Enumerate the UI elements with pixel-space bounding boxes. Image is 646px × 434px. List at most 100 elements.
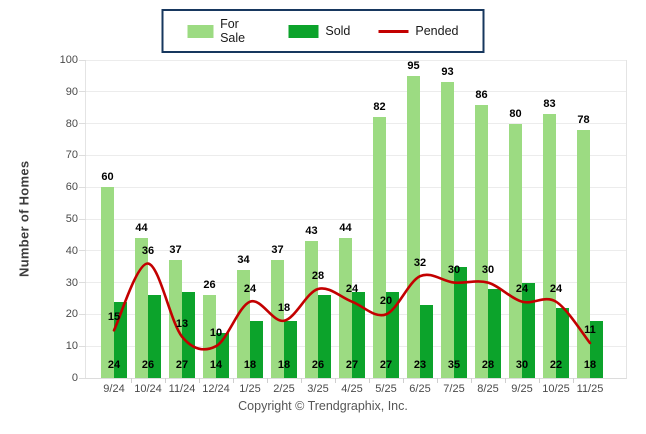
sold-value-label: 24 bbox=[107, 359, 121, 371]
pended-value-label: 10 bbox=[209, 327, 223, 340]
y-tick-label: 40 bbox=[65, 244, 78, 257]
y-tick-mark bbox=[79, 282, 86, 284]
gridline bbox=[86, 91, 626, 93]
x-tick-mark bbox=[335, 378, 336, 383]
x-tick-label: 11/24 bbox=[168, 383, 196, 395]
legend-line-swatch bbox=[378, 29, 409, 33]
x-tick-label: 2/25 bbox=[273, 383, 295, 395]
x-tick-label: 1/25 bbox=[239, 383, 261, 395]
sold-value-label: 18 bbox=[277, 359, 291, 371]
sold-value-label: 30 bbox=[515, 359, 529, 371]
bar-for-sale bbox=[339, 238, 352, 378]
sold-value-label: 35 bbox=[447, 359, 461, 371]
sold-value-label: 26 bbox=[311, 359, 325, 371]
gridline bbox=[86, 154, 626, 156]
copyright-text: Copyright © Trendgraphix, Inc. bbox=[238, 399, 408, 413]
gridline bbox=[86, 250, 626, 252]
pended-value-label: 11 bbox=[584, 324, 596, 337]
x-tick-label: 5/25 bbox=[375, 383, 397, 395]
x-tick-mark bbox=[301, 378, 302, 383]
pended-value-label: 24 bbox=[243, 282, 257, 295]
x-tick-label: 10/25 bbox=[542, 383, 570, 395]
sold-value-label: 26 bbox=[141, 359, 155, 371]
pended-value-label: 15 bbox=[107, 311, 121, 324]
x-tick-mark bbox=[573, 378, 574, 383]
bar-for-sale bbox=[475, 104, 488, 378]
x-tick-mark bbox=[437, 378, 438, 383]
bar-for-sale bbox=[509, 123, 522, 378]
y-tick-label: 10 bbox=[65, 340, 78, 353]
for-sale-value-label: 86 bbox=[475, 88, 488, 101]
y-tick-mark bbox=[79, 377, 86, 379]
x-tick-mark bbox=[267, 378, 268, 383]
sold-value-label: 28 bbox=[481, 359, 495, 371]
y-tick-label: 30 bbox=[65, 276, 78, 289]
legend-label: Pended bbox=[415, 24, 459, 38]
for-sale-value-label: 37 bbox=[169, 244, 182, 257]
for-sale-value-label: 93 bbox=[441, 66, 454, 79]
bar-for-sale bbox=[373, 117, 386, 378]
x-tick-label: 7/25 bbox=[443, 383, 465, 395]
sold-value-label: 18 bbox=[583, 359, 597, 371]
bar-for-sale bbox=[577, 129, 590, 378]
for-sale-value-label: 26 bbox=[203, 279, 216, 292]
sold-value-label: 18 bbox=[243, 359, 257, 371]
x-tick-mark bbox=[199, 378, 200, 383]
for-sale-value-label: 44 bbox=[135, 222, 148, 235]
bar-sold bbox=[216, 333, 229, 378]
legend-label: Sold bbox=[325, 24, 351, 38]
x-tick-mark bbox=[165, 378, 166, 383]
sold-value-label: 27 bbox=[379, 359, 393, 371]
legend-item-for-sale: For Sale bbox=[187, 17, 261, 45]
y-tick-label: 50 bbox=[65, 213, 78, 225]
y-tick-mark bbox=[79, 59, 86, 61]
bar-for-sale bbox=[441, 82, 454, 378]
x-tick-mark bbox=[403, 378, 404, 383]
y-tick-mark bbox=[79, 218, 86, 220]
for-sale-value-label: 34 bbox=[237, 253, 250, 266]
legend-label: For Sale bbox=[220, 17, 246, 45]
for-sale-value-label: 37 bbox=[271, 244, 284, 257]
for-sale-value-label: 44 bbox=[339, 222, 352, 235]
pended-value-label: 24 bbox=[549, 282, 563, 295]
pended-value-label: 32 bbox=[413, 257, 427, 270]
x-tick-mark bbox=[505, 378, 506, 383]
x-tick-label: 11/25 bbox=[576, 383, 604, 395]
x-tick-label: 12/24 bbox=[202, 383, 230, 395]
y-tick-label: 80 bbox=[65, 117, 78, 130]
bar-for-sale bbox=[101, 187, 114, 378]
sold-value-label: 14 bbox=[209, 359, 223, 371]
legend: For Sale Sold Pended bbox=[161, 9, 485, 53]
plot-area: Number of Homes 0 10 20 30 40 50 60 70 80 90 100 9/… bbox=[17, 54, 627, 395]
for-sale-value-label: 43 bbox=[305, 225, 318, 238]
y-tick-label: 90 bbox=[65, 85, 78, 98]
legend-color-swatch bbox=[288, 24, 319, 38]
pended-value-label: 24 bbox=[345, 282, 359, 295]
x-tick-mark bbox=[131, 378, 132, 383]
x-tick-label: 8/25 bbox=[477, 383, 499, 395]
sold-value-label: 27 bbox=[175, 359, 189, 371]
y-tick-mark bbox=[79, 313, 86, 315]
bar-for-sale bbox=[135, 238, 148, 378]
pended-value-label: 20 bbox=[379, 295, 393, 308]
y-tick-mark bbox=[79, 123, 86, 125]
y-tick-mark bbox=[79, 250, 86, 252]
x-tick-mark bbox=[539, 378, 540, 383]
for-sale-value-label: 83 bbox=[543, 98, 556, 111]
x-tick-label: 6/25 bbox=[409, 383, 431, 395]
bar-sold bbox=[590, 320, 603, 378]
y-axis-title: Number of Homes bbox=[16, 160, 32, 278]
pended-value-label: 30 bbox=[481, 263, 495, 276]
y-tick-label: 20 bbox=[65, 308, 78, 321]
bar-for-sale bbox=[305, 241, 318, 378]
gridline bbox=[86, 218, 626, 220]
sold-value-label: 27 bbox=[345, 359, 359, 371]
for-sale-value-label: 82 bbox=[373, 101, 386, 114]
bar-for-sale bbox=[543, 114, 556, 378]
y-tick-mark bbox=[79, 91, 86, 93]
pended-value-label: 36 bbox=[141, 244, 155, 257]
sold-value-label: 23 bbox=[413, 359, 427, 371]
pended-value-label: 18 bbox=[277, 301, 291, 314]
x-tick-label: 10/24 bbox=[134, 383, 162, 395]
